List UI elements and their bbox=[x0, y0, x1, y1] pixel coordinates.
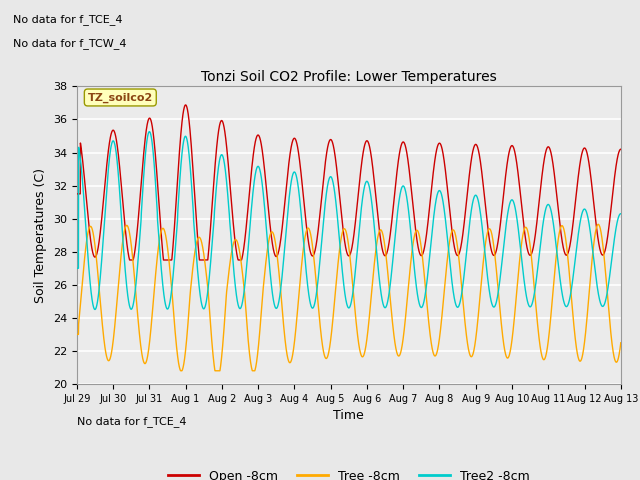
Text: No data for f_TCE_4: No data for f_TCE_4 bbox=[13, 14, 122, 25]
Legend: Open -8cm, Tree -8cm, Tree2 -8cm: Open -8cm, Tree -8cm, Tree2 -8cm bbox=[163, 465, 535, 480]
Y-axis label: Soil Temperatures (C): Soil Temperatures (C) bbox=[35, 168, 47, 303]
Text: TZ_soilco2: TZ_soilco2 bbox=[88, 92, 153, 103]
Text: No data for f_TCE_4: No data for f_TCE_4 bbox=[77, 416, 186, 427]
X-axis label: Time: Time bbox=[333, 409, 364, 422]
Text: No data for f_TCW_4: No data for f_TCW_4 bbox=[13, 38, 126, 49]
Title: Tonzi Soil CO2 Profile: Lower Temperatures: Tonzi Soil CO2 Profile: Lower Temperatur… bbox=[201, 70, 497, 84]
